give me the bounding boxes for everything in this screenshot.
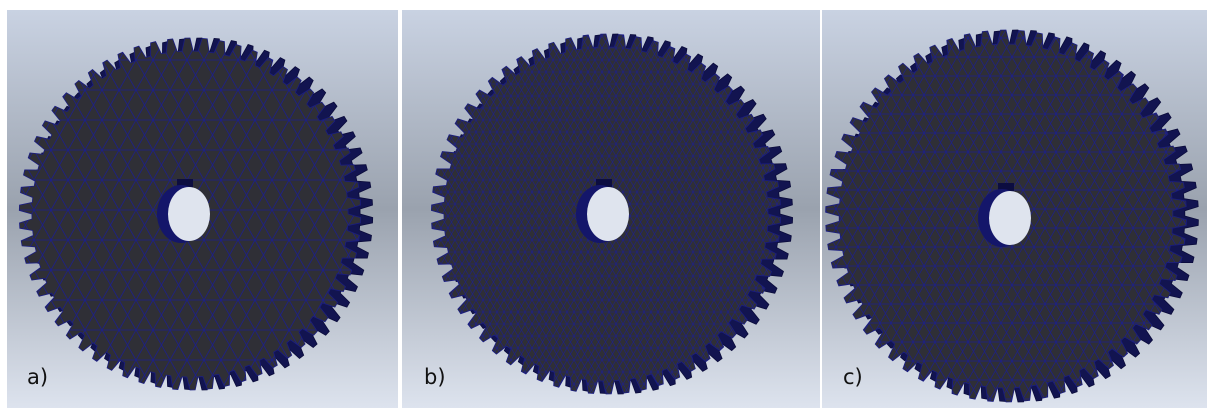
bore [168, 187, 210, 241]
panel-label: b) [424, 365, 446, 389]
gears [19, 30, 1198, 402]
bore [989, 191, 1031, 245]
panel-label: a) [27, 365, 48, 389]
page: {"panels": [{"label": "a)"}, {"label": "… [0, 0, 1207, 408]
panel-label: c) [843, 365, 863, 389]
bore [587, 187, 629, 241]
figure: a) b) c) [0, 0, 1207, 408]
